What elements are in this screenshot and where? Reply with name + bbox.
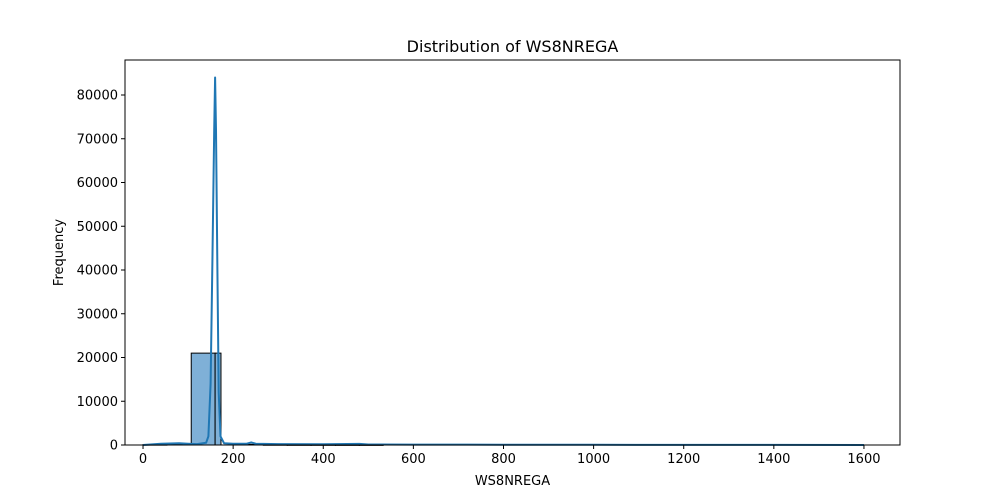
x-tick-label: 400 xyxy=(311,452,336,467)
x-tick-label: 1400 xyxy=(757,452,790,467)
x-tick-label: 1200 xyxy=(667,452,700,467)
chart-title: Distribution of WS8NREGA xyxy=(407,37,619,56)
y-tick-label: 50000 xyxy=(77,220,118,235)
x-tick-label: 800 xyxy=(491,452,516,467)
x-axis-label: WS8NREGA xyxy=(475,474,550,489)
plot-area-frame xyxy=(124,59,901,446)
x-tick-label: 1000 xyxy=(577,452,610,467)
y-axis-ticks: 0 10000 20000 30000 40000 50000 60000 70000 8000… xyxy=(77,89,125,454)
x-tick-label: 200 xyxy=(221,452,246,467)
y-tick-label: 0 xyxy=(110,439,118,454)
y-tick-label: 70000 xyxy=(77,132,118,147)
y-axis-label: Frequency xyxy=(52,219,67,286)
y-tick-label: 80000 xyxy=(77,89,118,104)
x-axis-ticks: 0 200 400 600 800 1000 1200 1400 1600 xyxy=(139,445,881,467)
y-tick-label: 40000 xyxy=(77,264,118,279)
y-tick-label: 10000 xyxy=(77,395,118,410)
x-tick-label: 1600 xyxy=(847,452,880,467)
x-tick-label: 0 xyxy=(139,452,147,467)
y-tick-label: 30000 xyxy=(77,307,118,322)
x-tick-label: 600 xyxy=(401,452,426,467)
y-tick-label: 20000 xyxy=(77,351,118,366)
y-tick-label: 60000 xyxy=(77,176,118,191)
